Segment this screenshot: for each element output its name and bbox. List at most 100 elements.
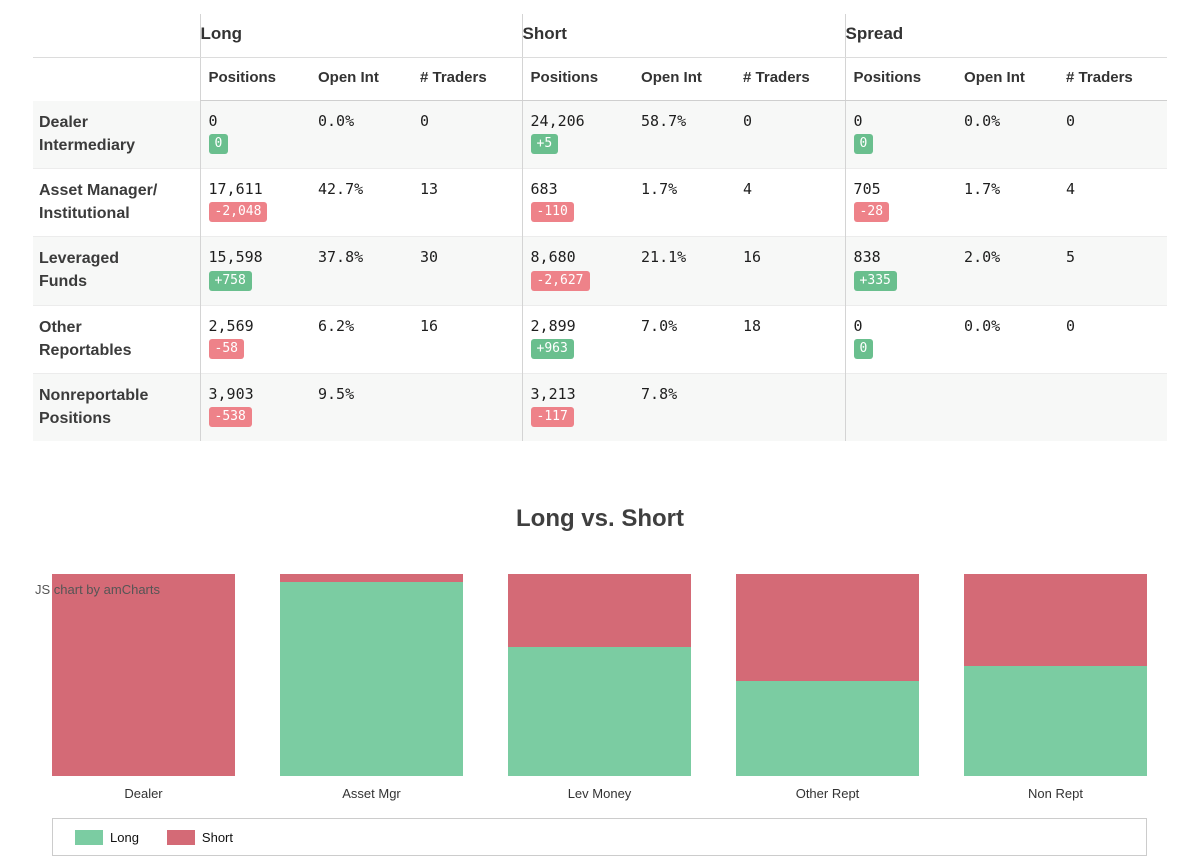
cell-value: 0 xyxy=(1066,112,1076,130)
category-label-non-rept: Non Rept xyxy=(1028,786,1083,802)
cell-value: 0.0% xyxy=(964,316,1001,335)
category-label-asset-mgr: Asset Mgr xyxy=(342,786,401,802)
cell-value: 16 xyxy=(743,248,762,267)
col-header-traders: # Traders xyxy=(1058,57,1168,101)
change-badge-red: -538 xyxy=(208,407,252,428)
table-cell: 3,213 -117 xyxy=(521,373,634,442)
col-header-open-int: Open Int xyxy=(956,57,1059,101)
amcharts-watermark-link[interactable]: JS chart by amCharts xyxy=(35,582,160,598)
bar-segment-long[interactable] xyxy=(736,681,919,777)
table-row-nonreportable-positions: Nonreportable Positions 3,903 -538 9.5% 3,213… xyxy=(33,373,1168,442)
table-corner xyxy=(33,14,200,58)
col-header-traders: # Traders xyxy=(412,57,523,101)
change-badge-red: -58 xyxy=(208,338,244,359)
stacked-bar-lev-money[interactable] xyxy=(508,574,691,777)
legend-label-long: Long xyxy=(110,829,139,845)
change-badge-green: 0 xyxy=(208,134,229,155)
bar-segment-long[interactable] xyxy=(964,665,1147,777)
cell-value: 0 xyxy=(420,112,430,130)
table-cell: 7.0% xyxy=(633,305,735,373)
table-cell xyxy=(735,374,845,442)
col-header-open-int: Open Int xyxy=(633,57,736,101)
row-label: Asset Manager/Institutional xyxy=(39,181,158,223)
table-cell xyxy=(1058,374,1167,442)
table-cell: 3,903 -538 xyxy=(199,373,310,442)
change-badge-red: -2,627 xyxy=(530,270,590,291)
table-cell: 7.8% xyxy=(633,374,735,442)
table-cell: 5 xyxy=(1058,237,1167,305)
cell-value: 2,899 xyxy=(530,316,576,335)
table-cell: 0 xyxy=(1058,305,1167,373)
category-axis: Dealer Asset Mgr Lev Money Other Rept Non Re… xyxy=(52,786,1147,801)
group-header-spread: Spread xyxy=(844,14,1168,58)
table-cell: 1.7% xyxy=(956,168,1058,236)
cell-value: 9.5% xyxy=(318,385,355,403)
table-cell: 24,206 +5 xyxy=(521,100,634,169)
stacked-bar-dealer[interactable] xyxy=(52,574,235,777)
cell-value: 6.2% xyxy=(318,316,355,335)
change-badge-red: -2,048 xyxy=(208,202,268,223)
table-row-dealer-intermediary: Dealer Intermediary 0 0 0.0% 0 24,206 +5 58.7% 0 0… xyxy=(33,100,1168,169)
bar-segment-short[interactable] xyxy=(964,574,1147,666)
cell-value: 1.7% xyxy=(641,179,678,198)
col-header-open-int: Open Int xyxy=(310,57,412,101)
bar-segment-long[interactable] xyxy=(280,581,463,777)
cell-value: 24,206 xyxy=(530,112,585,130)
table-cell: 6.2% xyxy=(310,305,412,373)
stacked-bar-other-rept[interactable] xyxy=(736,574,919,777)
table-cell: 705 -28 xyxy=(844,168,957,237)
cell-value: 8,680 xyxy=(530,248,576,267)
change-badge-green: 0 xyxy=(853,338,874,359)
cell-value: 18 xyxy=(743,316,762,335)
cell-value: 7.8% xyxy=(641,385,678,403)
bar-segment-short[interactable] xyxy=(280,574,463,582)
table-cell xyxy=(412,374,522,442)
legend-item-short[interactable]: Short xyxy=(166,829,233,845)
col-header-positions: Positions xyxy=(199,57,310,101)
table-corner xyxy=(33,58,200,101)
table-cell: 838 +335 xyxy=(844,236,957,306)
col-header-traders: # Traders xyxy=(735,57,846,101)
bar-segment-short[interactable] xyxy=(736,574,919,682)
cell-value: 0 xyxy=(1066,316,1076,335)
table-cell: 4 xyxy=(735,168,845,236)
cell-value: 683 xyxy=(530,179,558,198)
cell-value: 21.1% xyxy=(641,248,687,267)
cell-value: 3,213 xyxy=(530,385,576,403)
cell-value: 838 xyxy=(853,248,881,267)
table-cell: 30 xyxy=(412,237,522,305)
row-label: Other Reportables xyxy=(39,318,132,359)
table-cell: 42.7% xyxy=(310,168,412,236)
change-badge-green: +5 xyxy=(530,134,559,155)
table-row-leveraged-funds: Leveraged Funds 15,598 +758 37.8% 30 8,680 -2,6… xyxy=(33,236,1168,306)
cell-value: 705 xyxy=(853,179,881,198)
col-header-positions: Positions xyxy=(844,57,957,101)
cell-value: 0 xyxy=(743,112,753,130)
cell-value: 16 xyxy=(420,316,439,335)
table-row-other-reportables: Other Reportables 2,569 -58 6.2% 16 2,899 +963 7… xyxy=(33,305,1168,374)
cell-value: 2,569 xyxy=(208,316,254,335)
table-cell: 0.0% xyxy=(956,101,1058,169)
stacked-bar-plot: JS chart by amCharts xyxy=(35,574,1147,777)
legend-item-long[interactable]: Long xyxy=(75,829,139,845)
table-cell: 18 xyxy=(735,305,845,373)
bar-segment-long[interactable] xyxy=(508,646,691,777)
table-cell: 0 xyxy=(412,101,522,169)
table-cell: 0.0% xyxy=(310,101,412,169)
stacked-bar-non-rept[interactable] xyxy=(964,574,1147,777)
cell-value: 4 xyxy=(743,179,753,198)
category-label-lev-money: Lev Money xyxy=(567,786,632,802)
group-header-short: Short xyxy=(521,14,846,58)
bar-segment-short[interactable] xyxy=(52,574,235,777)
change-badge-green: 0 xyxy=(853,134,874,155)
table-cell: 15,598 +758 xyxy=(199,236,310,306)
cell-value: 0.0% xyxy=(964,112,1001,130)
cell-value: 0 xyxy=(208,112,218,130)
cell-value: 42.7% xyxy=(318,179,364,198)
cell-value: 13 xyxy=(420,179,439,198)
cell-value: 2.0% xyxy=(964,248,1001,267)
table-cell: 0 xyxy=(735,101,845,169)
stacked-bar-asset-mgr[interactable] xyxy=(280,574,463,777)
cell-value: 4 xyxy=(1066,179,1076,198)
bar-segment-short[interactable] xyxy=(508,574,691,647)
